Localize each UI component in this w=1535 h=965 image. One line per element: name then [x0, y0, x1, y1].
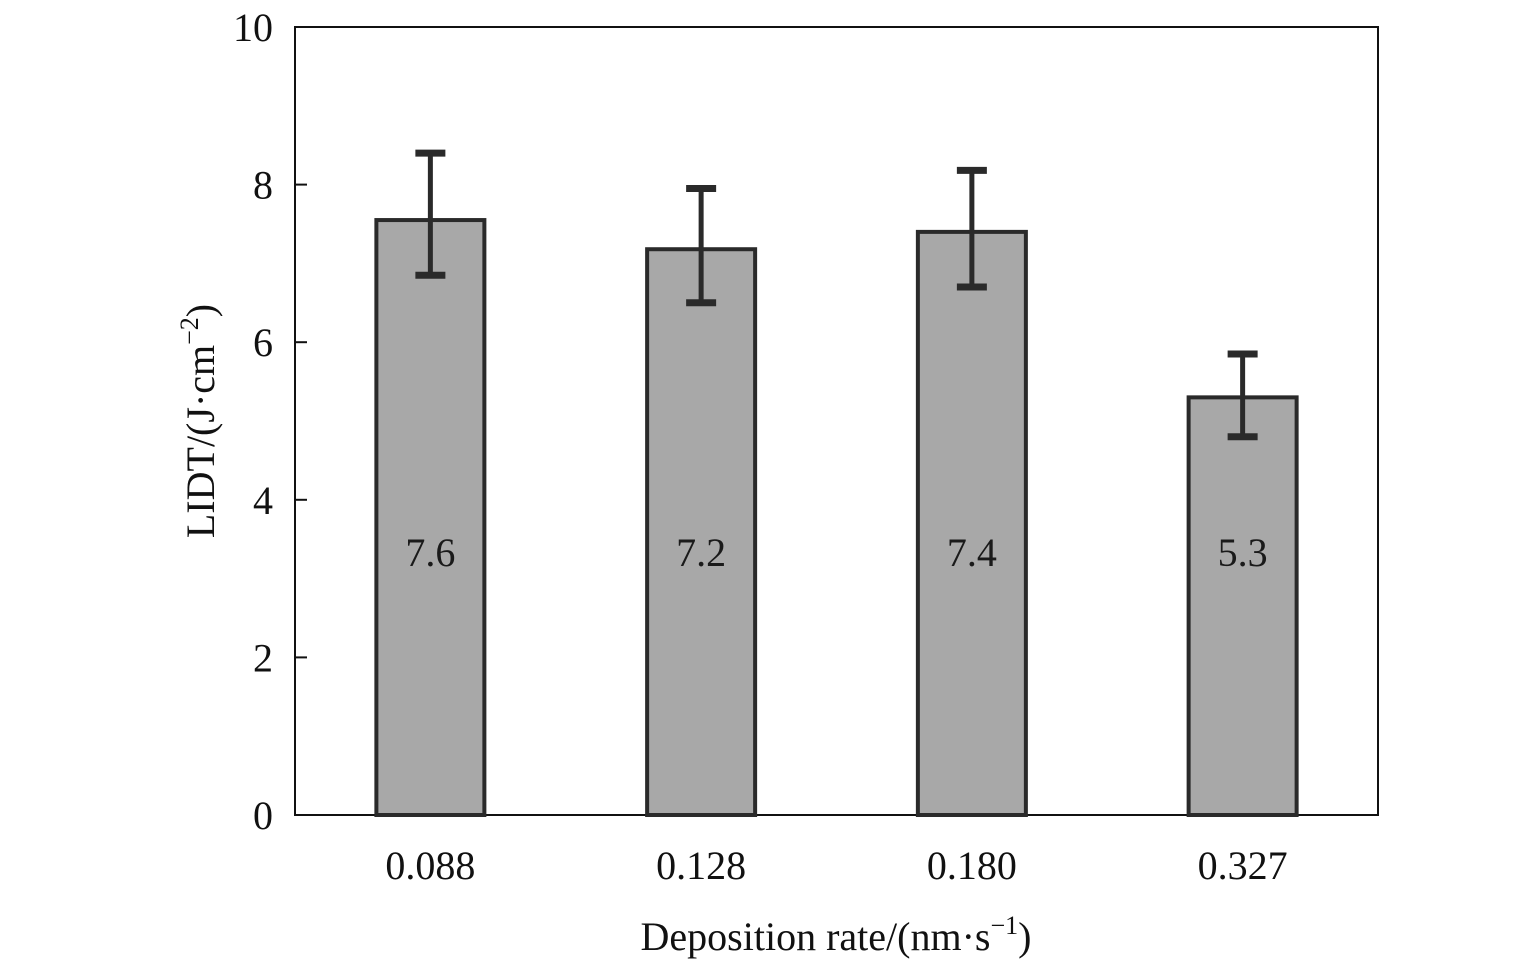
data-labels: 7.6 7.2 7.4 5.3	[405, 530, 1267, 575]
data-label: 7.6	[405, 530, 455, 575]
plot-frame	[294, 26, 1379, 816]
bars	[374, 218, 1299, 817]
plot-area	[294, 26, 1379, 816]
y-axis-title: LIDT/(J·cm−2)	[175, 304, 223, 538]
y-tick-label: 2	[253, 635, 273, 680]
y-tick-label: 8	[253, 163, 273, 208]
y-tick-label: 4	[253, 478, 273, 523]
x-tick-label: 0.327	[1198, 843, 1288, 888]
bar	[1186, 395, 1299, 817]
data-label: 7.4	[947, 530, 997, 575]
y-tick-label: 10	[233, 5, 273, 50]
x-tick-label: 0.180	[927, 843, 1017, 888]
x-tick-label: 0.128	[656, 843, 746, 888]
x-tick-label: 0.088	[385, 843, 475, 888]
y-axis-ticks: 0 2 4 6 8 10	[233, 5, 307, 838]
y-tick-label: 0	[253, 793, 273, 838]
x-axis-title: Deposition rate/(nm·s−1)	[641, 911, 1032, 959]
y-tick-label: 6	[253, 320, 273, 365]
bar	[915, 229, 1028, 817]
data-label: 5.3	[1218, 530, 1268, 575]
error-bars	[415, 149, 1258, 441]
data-label: 7.2	[676, 530, 726, 575]
x-tick-labels: 0.088 0.128 0.180 0.327	[385, 843, 1287, 888]
bar	[374, 218, 487, 817]
